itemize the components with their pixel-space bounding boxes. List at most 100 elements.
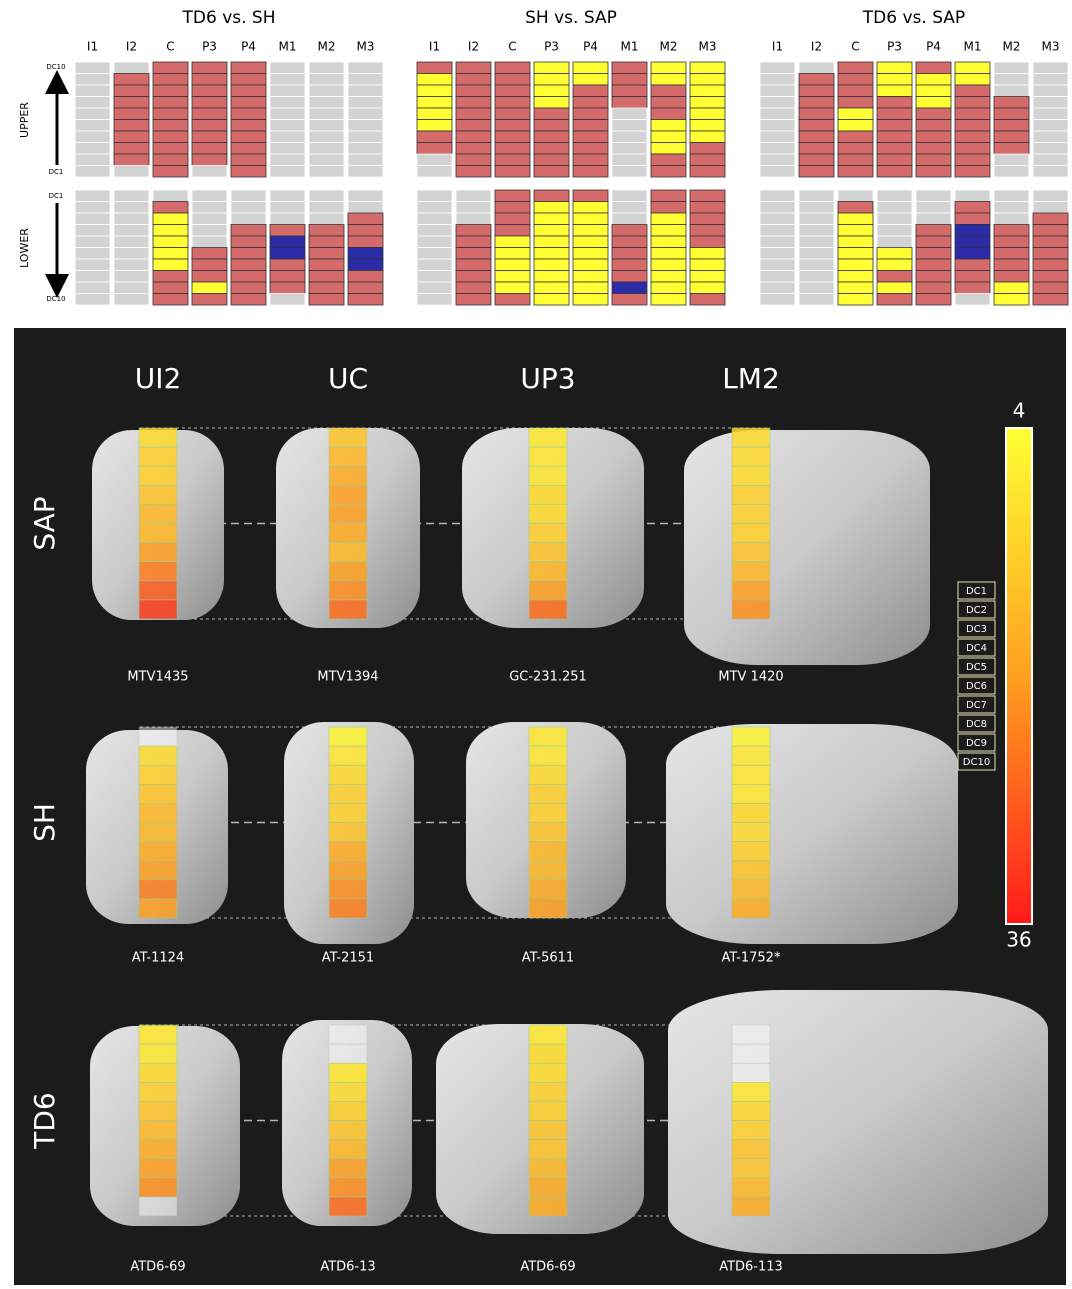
cell — [838, 97, 873, 109]
cell — [192, 166, 227, 178]
strip-cell — [529, 543, 567, 562]
cell — [799, 190, 834, 202]
cell — [573, 85, 608, 97]
cell — [309, 143, 344, 155]
cell — [838, 154, 873, 166]
strip-cell — [329, 600, 367, 619]
cell — [114, 120, 149, 132]
cell — [651, 282, 686, 294]
cell — [612, 85, 647, 97]
cell — [456, 166, 491, 178]
strip-cell — [529, 1101, 567, 1120]
cell — [270, 74, 305, 86]
dc-label: DC6 — [966, 681, 987, 692]
cell — [495, 131, 530, 143]
cell — [1033, 248, 1068, 260]
cell — [916, 143, 951, 155]
cell — [690, 282, 725, 294]
dc-label: DC5 — [966, 662, 987, 673]
cell — [153, 85, 188, 97]
cell — [75, 62, 110, 74]
strip-cell — [732, 543, 770, 562]
cell — [838, 202, 873, 214]
strip-cell — [732, 1197, 770, 1216]
cell — [348, 190, 383, 202]
strip-cell — [732, 746, 770, 765]
cell — [75, 97, 110, 109]
strip-cell — [329, 1121, 367, 1140]
column-title: UI2 — [135, 362, 182, 395]
cell — [690, 131, 725, 143]
cell — [612, 131, 647, 143]
cell — [114, 131, 149, 143]
strip-cell — [732, 600, 770, 619]
cell — [573, 259, 608, 271]
strip-cell — [329, 524, 367, 543]
cell — [192, 202, 227, 214]
strip-cell — [529, 727, 567, 746]
cell — [690, 248, 725, 260]
cell — [114, 108, 149, 120]
cell — [916, 225, 951, 237]
cell — [114, 74, 149, 86]
cell — [955, 248, 990, 260]
cell — [417, 190, 452, 202]
cell — [114, 62, 149, 74]
strip-cell — [529, 1044, 567, 1063]
cell — [573, 74, 608, 86]
tooth-label: C — [166, 40, 174, 54]
cell — [838, 120, 873, 132]
cell — [270, 85, 305, 97]
cell — [75, 225, 110, 237]
cell — [799, 294, 834, 306]
tooth-label: P3 — [887, 40, 902, 54]
tooth-label: P4 — [583, 40, 598, 54]
cell — [690, 85, 725, 97]
cell — [309, 225, 344, 237]
cell — [456, 271, 491, 283]
strip-cell — [139, 1140, 177, 1159]
strip-cell — [139, 1159, 177, 1178]
column-title: UC — [328, 362, 368, 395]
cell — [690, 143, 725, 155]
cell — [309, 282, 344, 294]
empty-cell — [139, 1197, 177, 1216]
cell — [1033, 120, 1068, 132]
cell — [760, 74, 795, 86]
cell — [877, 236, 912, 248]
cell — [270, 108, 305, 120]
cell — [916, 97, 951, 109]
cell — [799, 143, 834, 155]
cell — [799, 120, 834, 132]
cell — [75, 190, 110, 202]
cell — [348, 154, 383, 166]
cell — [799, 236, 834, 248]
strip-cell — [329, 1159, 367, 1178]
cell — [573, 236, 608, 248]
cell — [114, 202, 149, 214]
cell — [348, 259, 383, 271]
dc-label: DC7 — [966, 700, 987, 711]
cell — [231, 225, 266, 237]
cell — [231, 154, 266, 166]
cell — [799, 259, 834, 271]
cell — [994, 166, 1029, 178]
cell — [573, 190, 608, 202]
cell — [877, 74, 912, 86]
dc-label: DC9 — [966, 738, 987, 749]
cell — [612, 62, 647, 74]
cell — [955, 120, 990, 132]
cell — [153, 248, 188, 260]
cell — [309, 213, 344, 225]
cell — [1033, 166, 1068, 178]
cell — [799, 154, 834, 166]
strip-cell — [529, 581, 567, 600]
strip-cell — [529, 861, 567, 880]
cell — [417, 202, 452, 214]
cell — [153, 154, 188, 166]
cell — [495, 259, 530, 271]
specimen-label: MTV 1420 — [718, 670, 783, 685]
cell — [1033, 236, 1068, 248]
cell — [955, 271, 990, 283]
cell — [456, 108, 491, 120]
